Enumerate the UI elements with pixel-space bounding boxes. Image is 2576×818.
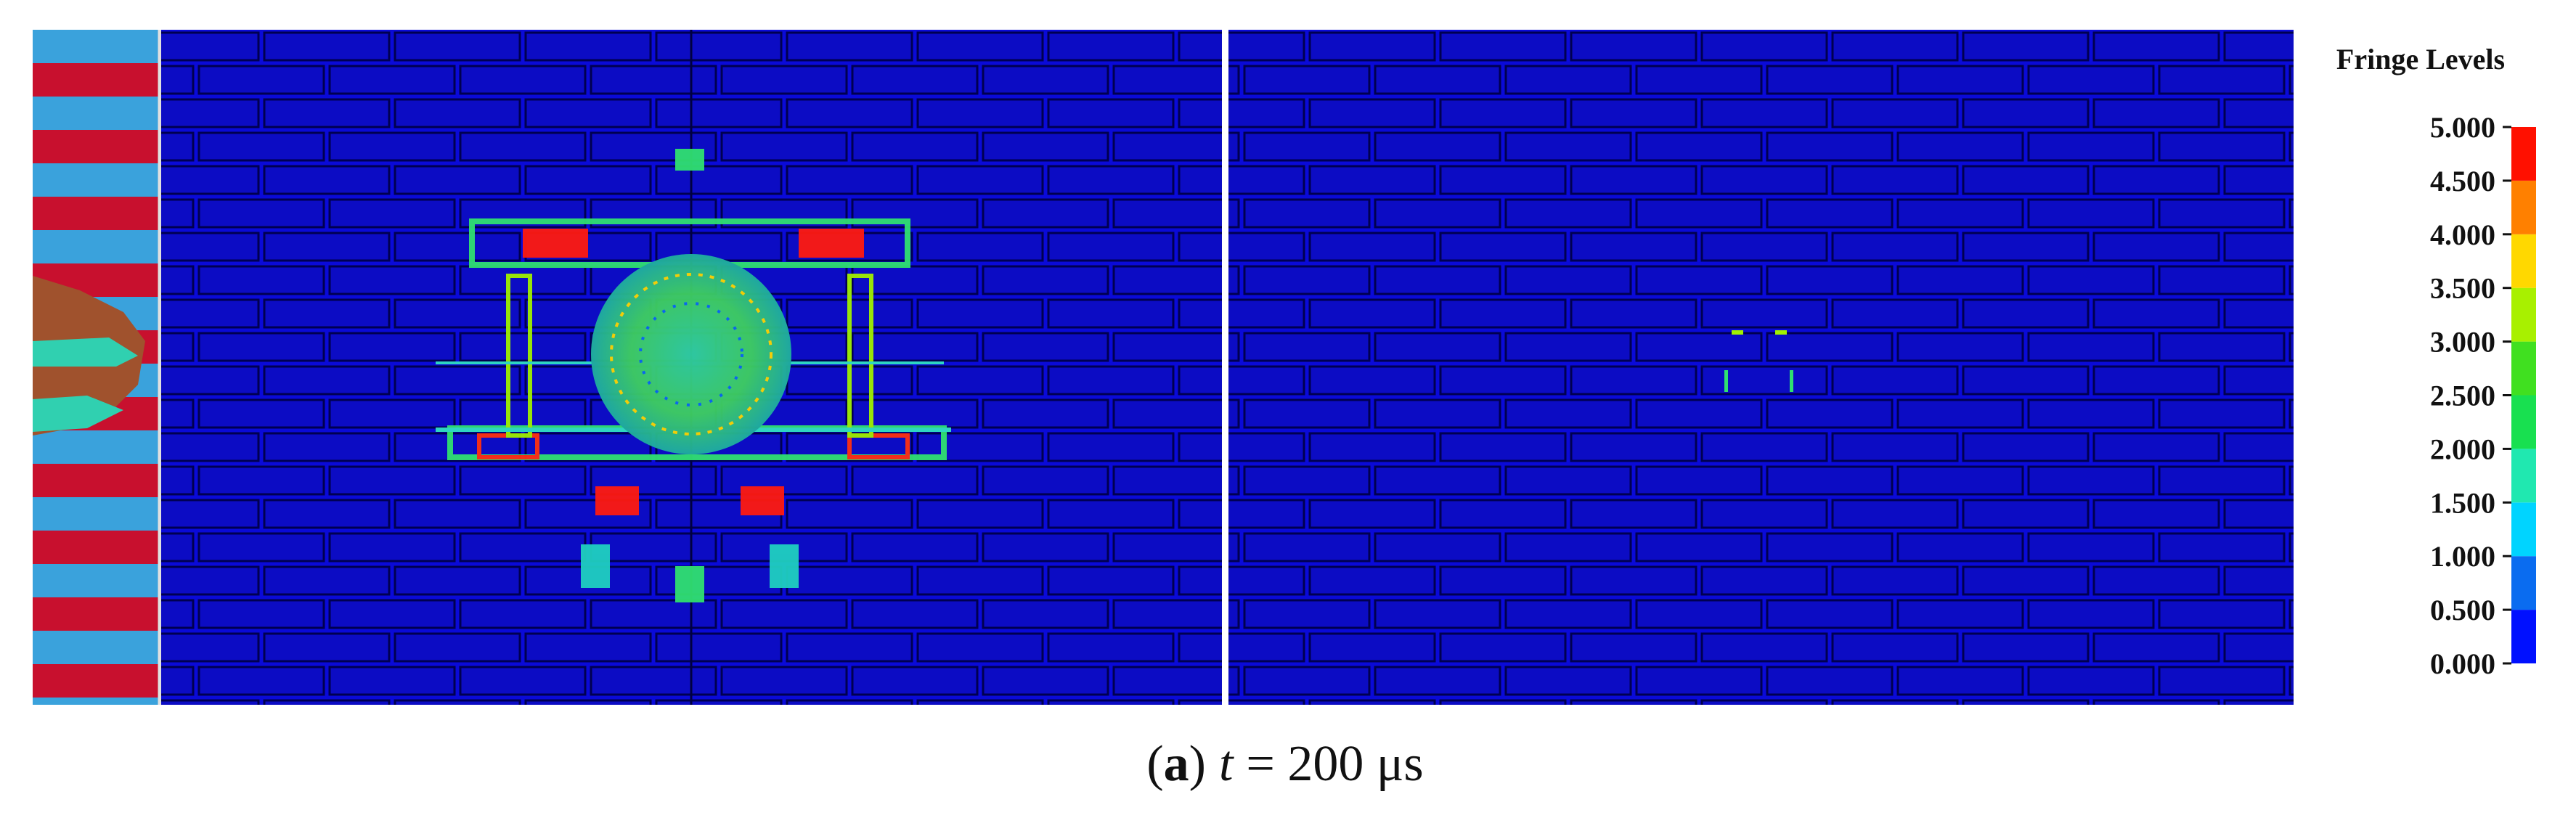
colorbar-segment — [2511, 556, 2536, 610]
caption-open: ( — [1146, 736, 1163, 792]
tick-label: 5.000 — [2430, 111, 2495, 144]
tick-label: 1.500 — [2430, 486, 2495, 519]
caption-rest: = 200 μs — [1246, 736, 1423, 792]
tick-label: 4.500 — [2430, 165, 2495, 197]
colorbar-segment — [2511, 127, 2536, 181]
tick-label: 1.000 — [2430, 540, 2495, 573]
tick-label: 0.500 — [2430, 594, 2495, 626]
colorbar-segment — [2511, 234, 2536, 288]
tick-label: 2.500 — [2430, 380, 2495, 412]
tick-label: 4.000 — [2430, 218, 2495, 251]
colorbar-segment — [2511, 610, 2536, 663]
caption-close: ) — [1189, 736, 1206, 792]
tick-label: 2.000 — [2430, 433, 2495, 465]
tick-label: 0.000 — [2430, 647, 2495, 680]
colorbar-title: Fringe Levels — [2336, 43, 2505, 75]
colorbar-segment — [2511, 449, 2536, 503]
colorbar-segment — [2511, 341, 2536, 396]
side-section — [33, 30, 162, 705]
simulation-panel-back — [1228, 30, 2294, 705]
tick-label: 3.500 — [2430, 272, 2495, 305]
simulation-panel-front — [161, 30, 1222, 705]
tick-label: 3.000 — [2430, 326, 2495, 359]
colorbar: Fringe Levels 0.000 0.500 1.000 1.500 2.000 2… — [2336, 43, 2536, 680]
colorbar-segment — [2511, 502, 2536, 557]
colorbar-segment — [2511, 395, 2536, 449]
colorbar-segment — [2511, 287, 2536, 342]
colorbar-segment — [2511, 180, 2536, 234]
caption-label: a — [1164, 736, 1189, 792]
caption-variable: t — [1219, 736, 1234, 792]
caption: (a) t = 200 μs — [1146, 736, 1423, 792]
